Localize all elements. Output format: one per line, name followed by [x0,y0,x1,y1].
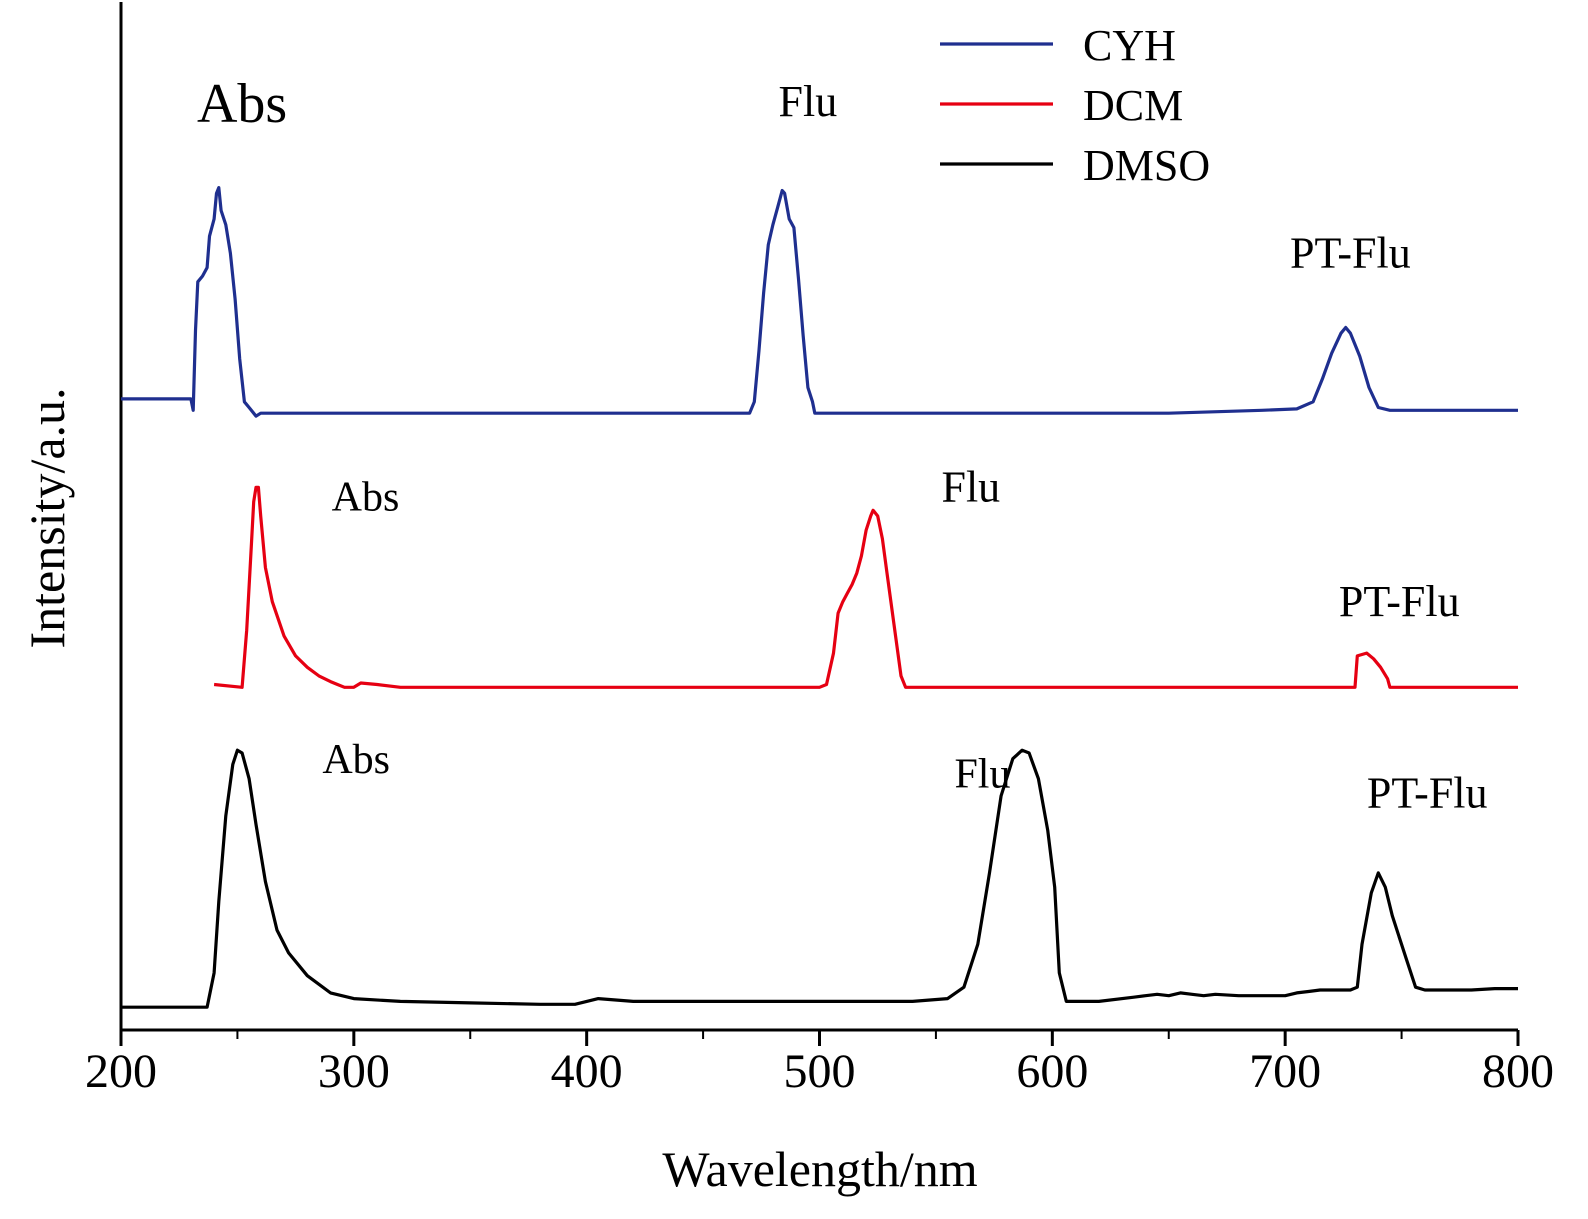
peak-label-cyh: Flu [779,77,838,126]
series-line-dmso [121,748,1518,1009]
series-layer [121,186,1518,1009]
x-axis-label: Wavelength/nm [662,1141,977,1197]
peak-label-dcm: Abs [332,474,400,520]
peak-label-cyh: Abs [197,73,287,135]
x-tick-label: 600 [1016,1045,1088,1098]
peak-label-dmso: Flu [954,751,1010,797]
annotation-layer: Abs Flu PT-Flu Abs Flu PT-Flu Abs Flu PT-Flu [197,73,1488,817]
peak-label-dcm: Flu [941,463,1000,512]
peak-label-cyh: PT-Flu [1290,229,1411,278]
peak-label-dcm: PT-Flu [1339,577,1460,626]
peak-label-dmso: PT-Flu [1367,768,1488,817]
x-tick-label: 800 [1482,1045,1554,1098]
peak-label-dmso: Abs [322,737,390,783]
y-axis-label: Intensity/a.u. [19,387,75,648]
series-line-cyh [121,186,1518,418]
legend-label-cyh: CYH [1083,21,1176,70]
legend: CYH DCM DMSO [940,21,1210,190]
x-tick-label: 400 [551,1045,623,1098]
x-tick-label: 200 [85,1045,157,1098]
x-tick-label: 700 [1249,1045,1321,1098]
series-line-dcm [213,485,1518,689]
x-tick-label: 300 [318,1045,390,1098]
axes: 200 300 400 500 600 700 800 [85,2,1554,1098]
legend-label-dcm: DCM [1083,81,1183,130]
legend-label-dmso: DMSO [1083,141,1210,190]
x-tick-label: 500 [784,1045,856,1098]
